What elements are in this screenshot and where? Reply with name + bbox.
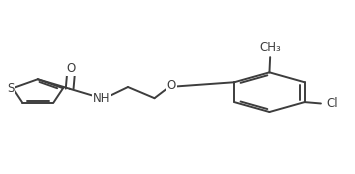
Text: S: S [7,82,15,95]
Text: O: O [67,62,76,75]
Text: O: O [167,79,176,92]
Text: Cl: Cl [326,97,338,110]
Text: NH: NH [93,92,110,105]
Text: CH₃: CH₃ [259,41,281,54]
